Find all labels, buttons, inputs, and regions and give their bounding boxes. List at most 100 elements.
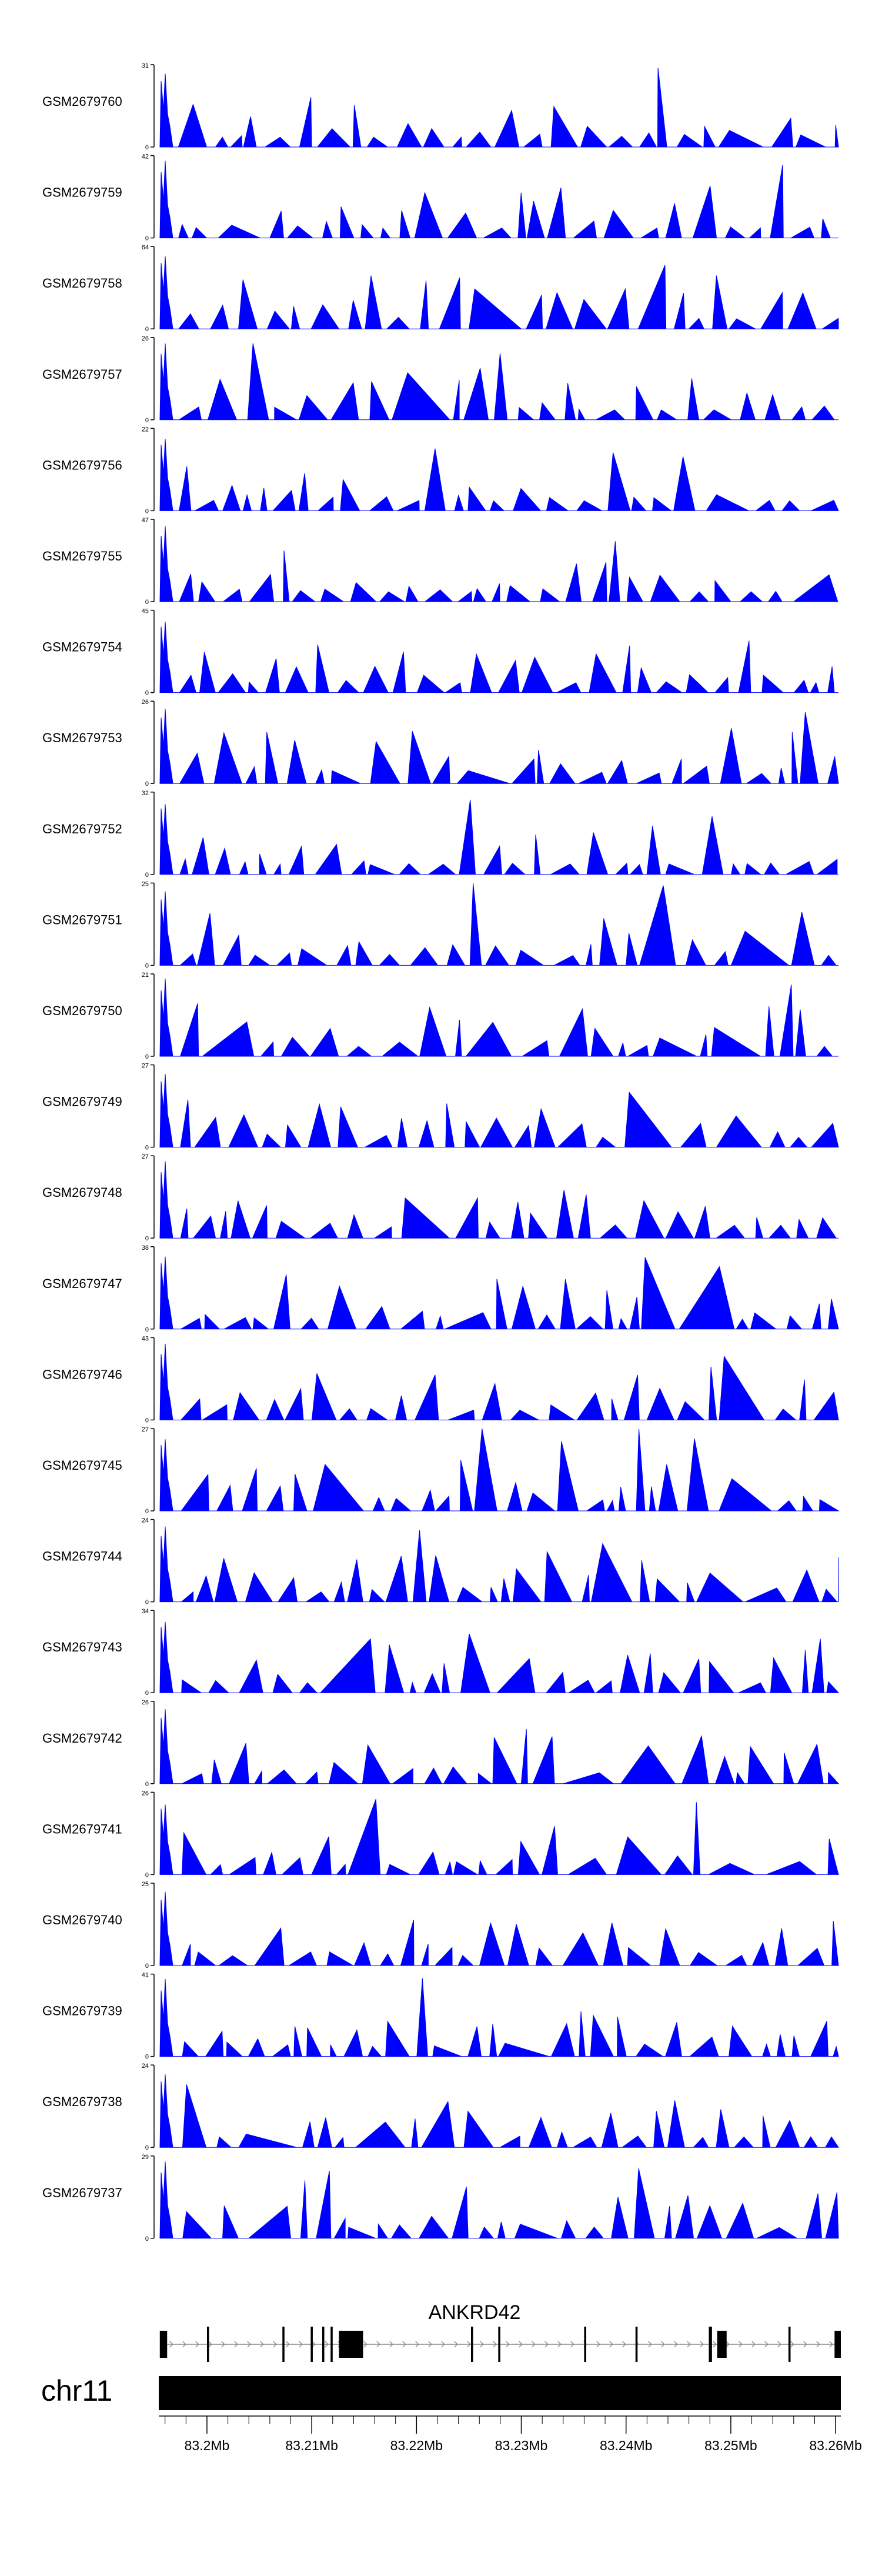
exon (834, 2331, 841, 2358)
y-zero-label: 0 (145, 1871, 149, 1878)
strand-chevron (596, 2341, 600, 2348)
track-GSM2679745: GSM2679745 27 0 (42, 1426, 840, 1515)
coverage-area (159, 1526, 839, 1603)
strand-chevron (286, 2341, 290, 2348)
exon (470, 2327, 473, 2362)
strand-chevron (299, 2341, 303, 2348)
y-max-label: 42 (142, 154, 149, 161)
coverage-area (159, 1798, 839, 1875)
strand-chevron (790, 2341, 794, 2348)
y-max-label: 32 (142, 790, 149, 797)
y-zero-label: 0 (145, 508, 149, 515)
y-max-label: 26 (142, 1699, 149, 1706)
exon (788, 2327, 791, 2362)
track-GSM2679757: GSM2679757 26 0 (42, 335, 838, 424)
exon (206, 2327, 209, 2362)
strand-chevron (544, 2341, 549, 2348)
strand-chevron (247, 2341, 251, 2348)
track-label: GSM2679757 (42, 367, 122, 382)
strand-chevron (441, 2341, 445, 2348)
y-max-label: 21 (142, 972, 149, 979)
exon (709, 2327, 712, 2362)
track-GSM2679742: GSM2679742 26 0 (42, 1699, 840, 1788)
y-zero-label: 0 (145, 417, 149, 424)
coverage-tracks: GSM2679760310GSM2679759420GSM2679758640G… (42, 62, 840, 2243)
track-label: GSM2679758 (42, 276, 122, 291)
y-zero-label: 0 (145, 599, 149, 606)
track-label: GSM2679748 (42, 1185, 122, 1200)
track-label: GSM2679745 (42, 1458, 122, 1473)
strand-chevron (467, 2341, 471, 2348)
track-label: GSM2679753 (42, 730, 122, 745)
coverage-area (159, 621, 838, 693)
track-GSM2679751: GSM2679751 25 0 (42, 880, 838, 969)
chromosome-track: chr11 83.2Mb 83.21Mb 83.22Mb 83.23Mb 83.24Mb… (41, 2374, 862, 2453)
y-zero-label: 0 (145, 2054, 149, 2061)
coverage-area (159, 1074, 839, 1148)
strand-chevron (622, 2341, 626, 2348)
coverage-area (159, 1161, 838, 1239)
coverage-area (159, 1891, 839, 1966)
y-max-label: 64 (142, 244, 149, 251)
axis-tick-label: 83.23Mb (495, 2438, 548, 2453)
y-max-label: 41 (142, 1972, 149, 1979)
track-label: GSM2679741 (42, 1821, 122, 1836)
chromosome-label: chr11 (41, 2374, 112, 2407)
track-label: GSM2679749 (42, 1095, 122, 1109)
gene-track: ANKRD42 (159, 2301, 841, 2362)
strand-chevron (829, 2341, 833, 2348)
strand-chevron (376, 2341, 380, 2348)
strand-chevron (532, 2341, 536, 2348)
genome-axis: 83.2Mb 83.21Mb 83.22Mb 83.23Mb 83.24Mb 83.25M… (159, 2415, 862, 2453)
strand-chevron (570, 2341, 574, 2348)
track-label: GSM2679742 (42, 1731, 122, 1746)
y-zero-label: 0 (145, 1599, 149, 1606)
y-zero-label: 0 (145, 1690, 149, 1697)
strand-chevron (415, 2341, 419, 2348)
axis-tick-label: 83.22Mb (390, 2438, 443, 2453)
y-max-label: 27 (142, 1426, 149, 1433)
strand-chevron (363, 2341, 368, 2348)
strand-chevron (260, 2341, 264, 2348)
track-label: GSM2679739 (42, 2004, 122, 2018)
y-zero-label: 0 (145, 1508, 149, 1515)
strand-chevron (169, 2341, 173, 2348)
y-zero-label: 0 (145, 1144, 149, 1152)
gene-model (159, 2327, 841, 2362)
y-zero-label: 0 (145, 1781, 149, 1788)
chromosome-bar (159, 2376, 841, 2410)
track-label: GSM2679754 (42, 640, 122, 655)
axis-tick-label: 83.26Mb (809, 2438, 862, 2453)
strand-chevron (389, 2341, 393, 2348)
exon (339, 2331, 363, 2358)
y-max-label: 29 (142, 2154, 149, 2161)
track-label: GSM2679743 (42, 1640, 122, 1654)
coverage-area (159, 256, 839, 329)
coverage-area (159, 709, 839, 784)
strand-chevron (221, 2341, 225, 2348)
y-zero-label: 0 (145, 326, 149, 333)
coverage-area (159, 1978, 839, 2057)
strand-chevron (713, 2341, 717, 2348)
y-zero-label: 0 (145, 235, 149, 242)
y-max-label: 31 (142, 62, 149, 69)
y-max-label: 47 (142, 517, 149, 524)
exon (310, 2327, 313, 2362)
y-zero-label: 0 (145, 872, 149, 879)
track-label: GSM2679747 (42, 1276, 122, 1291)
exon (584, 2327, 587, 2362)
track-GSM2679743: GSM2679743 34 0 (42, 1608, 840, 1697)
strand-chevron (493, 2341, 497, 2348)
track-label: GSM2679746 (42, 1367, 122, 1382)
y-zero-label: 0 (145, 780, 149, 788)
y-max-label: 25 (142, 1881, 149, 1888)
y-max-label: 22 (142, 426, 149, 433)
track-label: GSM2679756 (42, 458, 122, 472)
track-GSM2679756: GSM2679756 22 0 (42, 426, 839, 515)
track-GSM2679738: GSM2679738 24 0 (42, 2063, 839, 2151)
coverage-area (159, 2161, 839, 2239)
exon (635, 2327, 638, 2362)
coverage-area (159, 161, 838, 239)
coverage-area (159, 343, 838, 421)
